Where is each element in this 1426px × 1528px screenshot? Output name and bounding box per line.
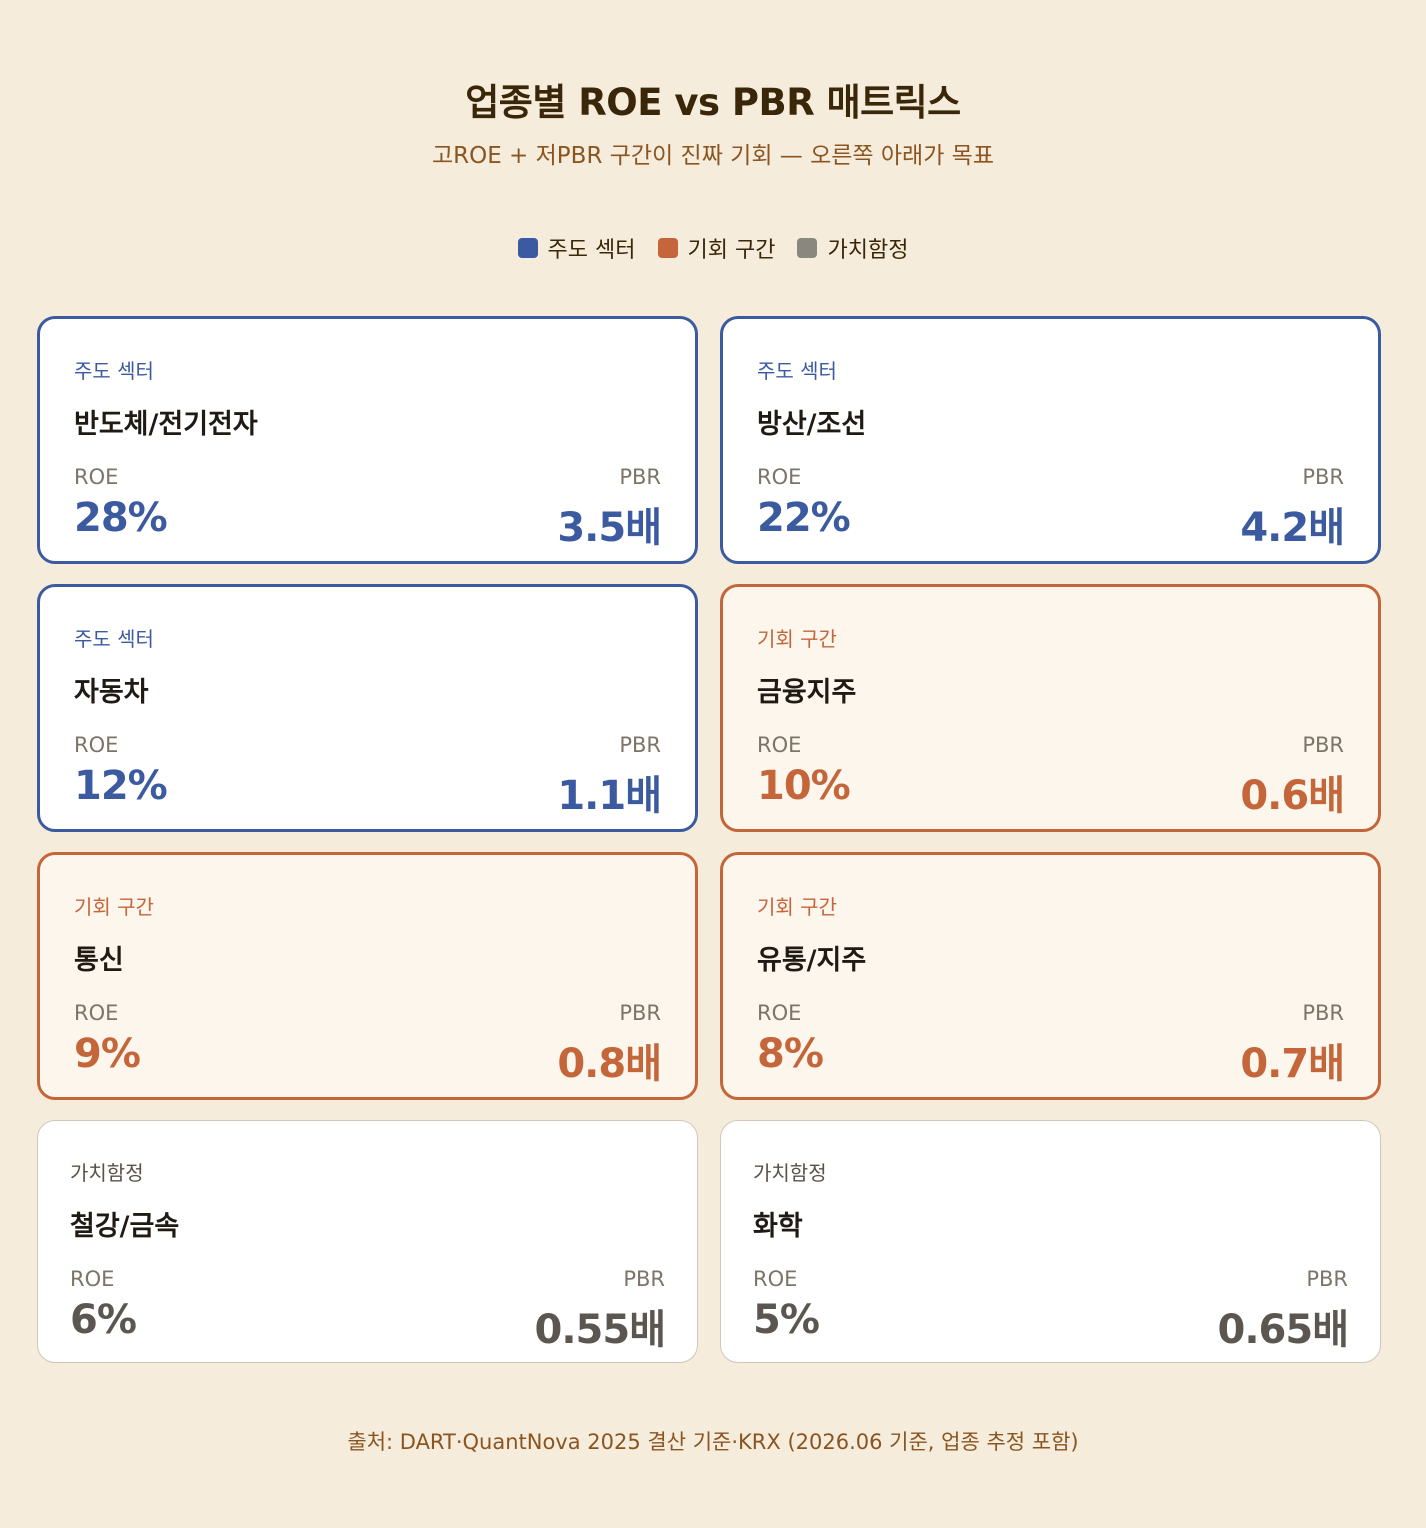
roe-value: 8% bbox=[757, 1031, 824, 1077]
roe-value: 5% bbox=[753, 1297, 820, 1343]
pbr-metric: PBR 0.55배 bbox=[535, 1267, 666, 1355]
card-tag: 기회 구간 bbox=[757, 895, 837, 919]
card-sector-name: 반도체/전기전자 bbox=[74, 409, 258, 440]
roe-metric: ROE 12% bbox=[74, 733, 168, 821]
roe-label: ROE bbox=[757, 465, 802, 489]
pbr-value: 0.8배 bbox=[557, 1041, 662, 1087]
roe-label: ROE bbox=[74, 465, 119, 489]
pbr-label: PBR bbox=[619, 1001, 661, 1025]
card-tag: 가치함정 bbox=[753, 1161, 827, 1185]
card-sector-name: 화학 bbox=[753, 1211, 803, 1242]
page-subtitle: 고ROE + 저PBR 구간이 진짜 기회 — 오른쪽 아래가 목표 bbox=[431, 143, 995, 169]
card-tag: 기회 구간 bbox=[74, 895, 154, 919]
legend-label-opportunity: 기회 구간 bbox=[687, 238, 776, 263]
sector-card-semiconductor: 주도 섹터 반도체/전기전자 ROE 28% PBR 3.5배 bbox=[37, 316, 698, 564]
pbr-value: 0.55배 bbox=[534, 1307, 666, 1353]
pbr-metric: PBR 0.65배 bbox=[1218, 1267, 1349, 1355]
sector-card-steel-metals: 가치함정 철강/금속 ROE 6% PBR 0.55배 bbox=[37, 1120, 698, 1363]
source-note: 출처: DART·QuantNova 2025 결산 기준·KRX (2026.… bbox=[347, 1430, 1079, 1454]
roe-metric: ROE 28% bbox=[74, 465, 168, 553]
legend: 주도 섹터 기회 구간 가치함정 bbox=[0, 232, 1426, 264]
pbr-value: 0.6배 bbox=[1240, 773, 1345, 819]
roe-metric: ROE 10% bbox=[757, 733, 851, 821]
card-sector-name: 방산/조선 bbox=[757, 409, 867, 440]
card-tag: 주도 섹터 bbox=[74, 359, 154, 383]
sector-card-grid: 주도 섹터 반도체/전기전자 ROE 28% PBR 3.5배 주도 섹터 방산… bbox=[37, 316, 1381, 1383]
pbr-metric: PBR 1.1배 bbox=[557, 733, 662, 821]
roe-label: ROE bbox=[753, 1267, 798, 1291]
card-metrics: ROE 28% PBR 3.5배 bbox=[74, 465, 662, 553]
pbr-value: 4.2배 bbox=[1240, 505, 1345, 551]
roe-label: ROE bbox=[74, 1001, 119, 1025]
roe-value: 28% bbox=[74, 495, 168, 541]
roe-label: ROE bbox=[757, 733, 802, 757]
card-tag: 기회 구간 bbox=[757, 627, 837, 651]
card-metrics: ROE 10% PBR 0.6배 bbox=[757, 733, 1345, 821]
roe-value: 9% bbox=[74, 1031, 141, 1077]
roe-metric: ROE 9% bbox=[74, 1001, 141, 1089]
card-sector-name: 금융지주 bbox=[757, 677, 857, 708]
sector-card-retail-holding: 기회 구간 유통/지주 ROE 8% PBR 0.7배 bbox=[720, 852, 1381, 1100]
legend-item-lead: 주도 섹터 bbox=[517, 232, 636, 264]
roe-metric: ROE 5% bbox=[753, 1267, 820, 1355]
card-sector-name: 통신 bbox=[74, 945, 124, 976]
sector-card-defense-shipbuilding: 주도 섹터 방산/조선 ROE 22% PBR 4.2배 bbox=[720, 316, 1381, 564]
legend-swatch-opportunity bbox=[657, 238, 678, 258]
roe-metric: ROE 8% bbox=[757, 1001, 824, 1089]
sector-card-telecom: 기회 구간 통신 ROE 9% PBR 0.8배 bbox=[37, 852, 698, 1100]
pbr-value: 0.7배 bbox=[1240, 1041, 1345, 1087]
roe-value: 10% bbox=[757, 763, 851, 809]
legend-swatch-value-trap bbox=[797, 238, 818, 258]
roe-value: 22% bbox=[757, 495, 851, 541]
card-metrics: ROE 9% PBR 0.8배 bbox=[74, 1001, 662, 1089]
pbr-metric: PBR 3.5배 bbox=[557, 465, 662, 553]
pbr-label: PBR bbox=[1306, 1267, 1348, 1291]
pbr-value: 1.1배 bbox=[557, 773, 662, 819]
card-metrics: ROE 12% PBR 1.1배 bbox=[74, 733, 662, 821]
roe-label: ROE bbox=[757, 1001, 802, 1025]
roe-label: ROE bbox=[74, 733, 119, 757]
roe-label: ROE bbox=[70, 1267, 115, 1291]
legend-swatch-lead bbox=[517, 238, 538, 258]
pbr-metric: PBR 0.8배 bbox=[557, 1001, 662, 1089]
legend-item-value-trap: 가치함정 bbox=[797, 232, 908, 264]
pbr-metric: PBR 4.2배 bbox=[1240, 465, 1345, 553]
pbr-label: PBR bbox=[619, 733, 661, 757]
roe-metric: ROE 22% bbox=[757, 465, 851, 553]
pbr-label: PBR bbox=[1302, 1001, 1344, 1025]
legend-item-opportunity: 기회 구간 bbox=[657, 232, 776, 264]
pbr-label: PBR bbox=[619, 465, 661, 489]
sector-card-automotive: 주도 섹터 자동차 ROE 12% PBR 1.1배 bbox=[37, 584, 698, 832]
card-sector-name: 자동차 bbox=[74, 677, 149, 708]
page-title: 업종별 ROE vs PBR 매트릭스 bbox=[465, 81, 961, 124]
card-metrics: ROE 22% PBR 4.2배 bbox=[757, 465, 1345, 553]
sector-card-chemicals: 가치함정 화학 ROE 5% PBR 0.65배 bbox=[720, 1120, 1381, 1363]
roe-value: 6% bbox=[70, 1297, 137, 1343]
pbr-value: 3.5배 bbox=[557, 505, 662, 551]
pbr-metric: PBR 0.6배 bbox=[1240, 733, 1345, 821]
roe-metric: ROE 6% bbox=[70, 1267, 137, 1355]
card-sector-name: 철강/금속 bbox=[70, 1211, 180, 1242]
pbr-label: PBR bbox=[623, 1267, 665, 1291]
card-metrics: ROE 6% PBR 0.55배 bbox=[70, 1267, 666, 1355]
legend-label-lead: 주도 섹터 bbox=[547, 238, 636, 263]
card-tag: 주도 섹터 bbox=[757, 359, 837, 383]
pbr-label: PBR bbox=[1302, 465, 1344, 489]
pbr-value: 0.65배 bbox=[1217, 1307, 1349, 1353]
pbr-label: PBR bbox=[1302, 733, 1344, 757]
legend-label-value-trap: 가치함정 bbox=[827, 238, 909, 263]
roe-value: 12% bbox=[74, 763, 168, 809]
card-tag: 가치함정 bbox=[70, 1161, 144, 1185]
card-tag: 주도 섹터 bbox=[74, 627, 154, 651]
pbr-metric: PBR 0.7배 bbox=[1240, 1001, 1345, 1089]
card-metrics: ROE 5% PBR 0.65배 bbox=[753, 1267, 1349, 1355]
sector-card-financial-holding: 기회 구간 금융지주 ROE 10% PBR 0.6배 bbox=[720, 584, 1381, 832]
card-metrics: ROE 8% PBR 0.7배 bbox=[757, 1001, 1345, 1089]
card-sector-name: 유통/지주 bbox=[757, 945, 867, 976]
